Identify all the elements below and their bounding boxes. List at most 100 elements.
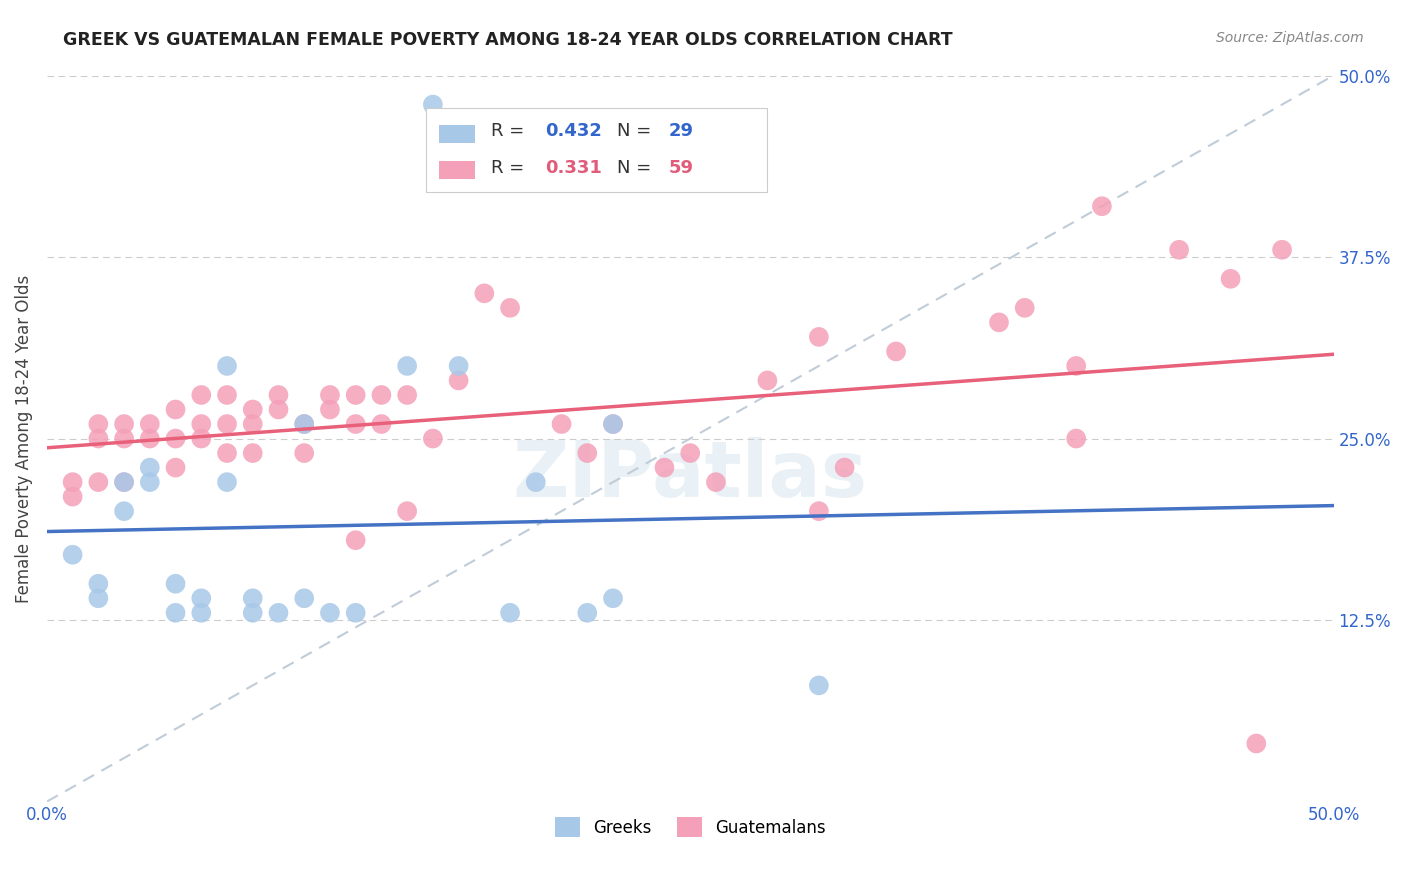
Point bbox=[344, 606, 367, 620]
Point bbox=[319, 606, 342, 620]
Point bbox=[190, 417, 212, 431]
Point bbox=[165, 576, 187, 591]
Text: 59: 59 bbox=[668, 159, 693, 177]
Point bbox=[242, 446, 264, 460]
Point bbox=[344, 417, 367, 431]
Point bbox=[242, 591, 264, 606]
Point bbox=[807, 678, 830, 692]
Point bbox=[988, 315, 1011, 329]
Point bbox=[370, 417, 392, 431]
Point bbox=[422, 97, 444, 112]
Point bbox=[292, 417, 315, 431]
Text: R =: R = bbox=[491, 159, 530, 177]
Point bbox=[292, 417, 315, 431]
Point bbox=[267, 388, 290, 402]
Point bbox=[165, 460, 187, 475]
Point bbox=[292, 591, 315, 606]
Point bbox=[396, 359, 419, 373]
Point bbox=[472, 286, 495, 301]
Point bbox=[112, 475, 135, 489]
Text: GREEK VS GUATEMALAN FEMALE POVERTY AMONG 18-24 YEAR OLDS CORRELATION CHART: GREEK VS GUATEMALAN FEMALE POVERTY AMONG… bbox=[63, 31, 953, 49]
FancyBboxPatch shape bbox=[439, 125, 475, 143]
Point bbox=[242, 417, 264, 431]
Text: 29: 29 bbox=[668, 122, 693, 140]
Point bbox=[654, 460, 676, 475]
Point bbox=[499, 301, 522, 315]
Point bbox=[87, 432, 110, 446]
Point bbox=[602, 417, 624, 431]
Point bbox=[396, 504, 419, 518]
Point bbox=[576, 606, 599, 620]
Point bbox=[396, 388, 419, 402]
Point bbox=[190, 606, 212, 620]
Point bbox=[499, 606, 522, 620]
Point bbox=[165, 432, 187, 446]
Text: R =: R = bbox=[491, 122, 530, 140]
Point bbox=[447, 374, 470, 388]
Point bbox=[1064, 432, 1087, 446]
Point bbox=[267, 606, 290, 620]
Point bbox=[1271, 243, 1294, 257]
Point bbox=[215, 417, 238, 431]
Point bbox=[884, 344, 907, 359]
Point bbox=[550, 417, 572, 431]
Point bbox=[215, 446, 238, 460]
Point bbox=[319, 402, 342, 417]
Point bbox=[87, 475, 110, 489]
Point bbox=[602, 591, 624, 606]
Point bbox=[112, 417, 135, 431]
Y-axis label: Female Poverty Among 18-24 Year Olds: Female Poverty Among 18-24 Year Olds bbox=[15, 275, 32, 603]
Point bbox=[215, 359, 238, 373]
Point bbox=[602, 417, 624, 431]
Point bbox=[807, 330, 830, 344]
Point bbox=[62, 490, 84, 504]
FancyBboxPatch shape bbox=[426, 108, 768, 192]
Point bbox=[1014, 301, 1036, 315]
Point bbox=[370, 388, 392, 402]
Point bbox=[87, 576, 110, 591]
Point bbox=[112, 432, 135, 446]
Point bbox=[1091, 199, 1114, 213]
Point bbox=[139, 417, 162, 431]
Point bbox=[756, 374, 779, 388]
Point bbox=[139, 460, 162, 475]
Point bbox=[139, 432, 162, 446]
Point bbox=[62, 548, 84, 562]
Point bbox=[62, 475, 84, 489]
Point bbox=[112, 475, 135, 489]
Text: N =: N = bbox=[617, 159, 657, 177]
Point bbox=[190, 432, 212, 446]
Text: 0.432: 0.432 bbox=[544, 122, 602, 140]
Point bbox=[292, 446, 315, 460]
Point bbox=[165, 402, 187, 417]
Point bbox=[190, 388, 212, 402]
FancyBboxPatch shape bbox=[439, 161, 475, 179]
Point bbox=[704, 475, 727, 489]
Point bbox=[267, 402, 290, 417]
Point bbox=[190, 591, 212, 606]
Point bbox=[319, 388, 342, 402]
Text: N =: N = bbox=[617, 122, 657, 140]
Point bbox=[215, 388, 238, 402]
Point bbox=[242, 606, 264, 620]
Point bbox=[165, 606, 187, 620]
Point bbox=[422, 432, 444, 446]
Legend: Greeks, Guatemalans: Greeks, Guatemalans bbox=[548, 811, 832, 844]
Point bbox=[1064, 359, 1087, 373]
Point bbox=[139, 475, 162, 489]
Point bbox=[87, 417, 110, 431]
Point bbox=[524, 475, 547, 489]
Text: 0.331: 0.331 bbox=[544, 159, 602, 177]
Point bbox=[112, 504, 135, 518]
Point bbox=[344, 388, 367, 402]
Point bbox=[344, 533, 367, 548]
Point bbox=[87, 591, 110, 606]
Point bbox=[1246, 737, 1268, 751]
Point bbox=[576, 446, 599, 460]
Point bbox=[447, 359, 470, 373]
Point bbox=[1219, 272, 1241, 286]
Point bbox=[242, 402, 264, 417]
Point bbox=[807, 504, 830, 518]
Text: ZIPatlas: ZIPatlas bbox=[513, 437, 868, 513]
Point bbox=[679, 446, 702, 460]
